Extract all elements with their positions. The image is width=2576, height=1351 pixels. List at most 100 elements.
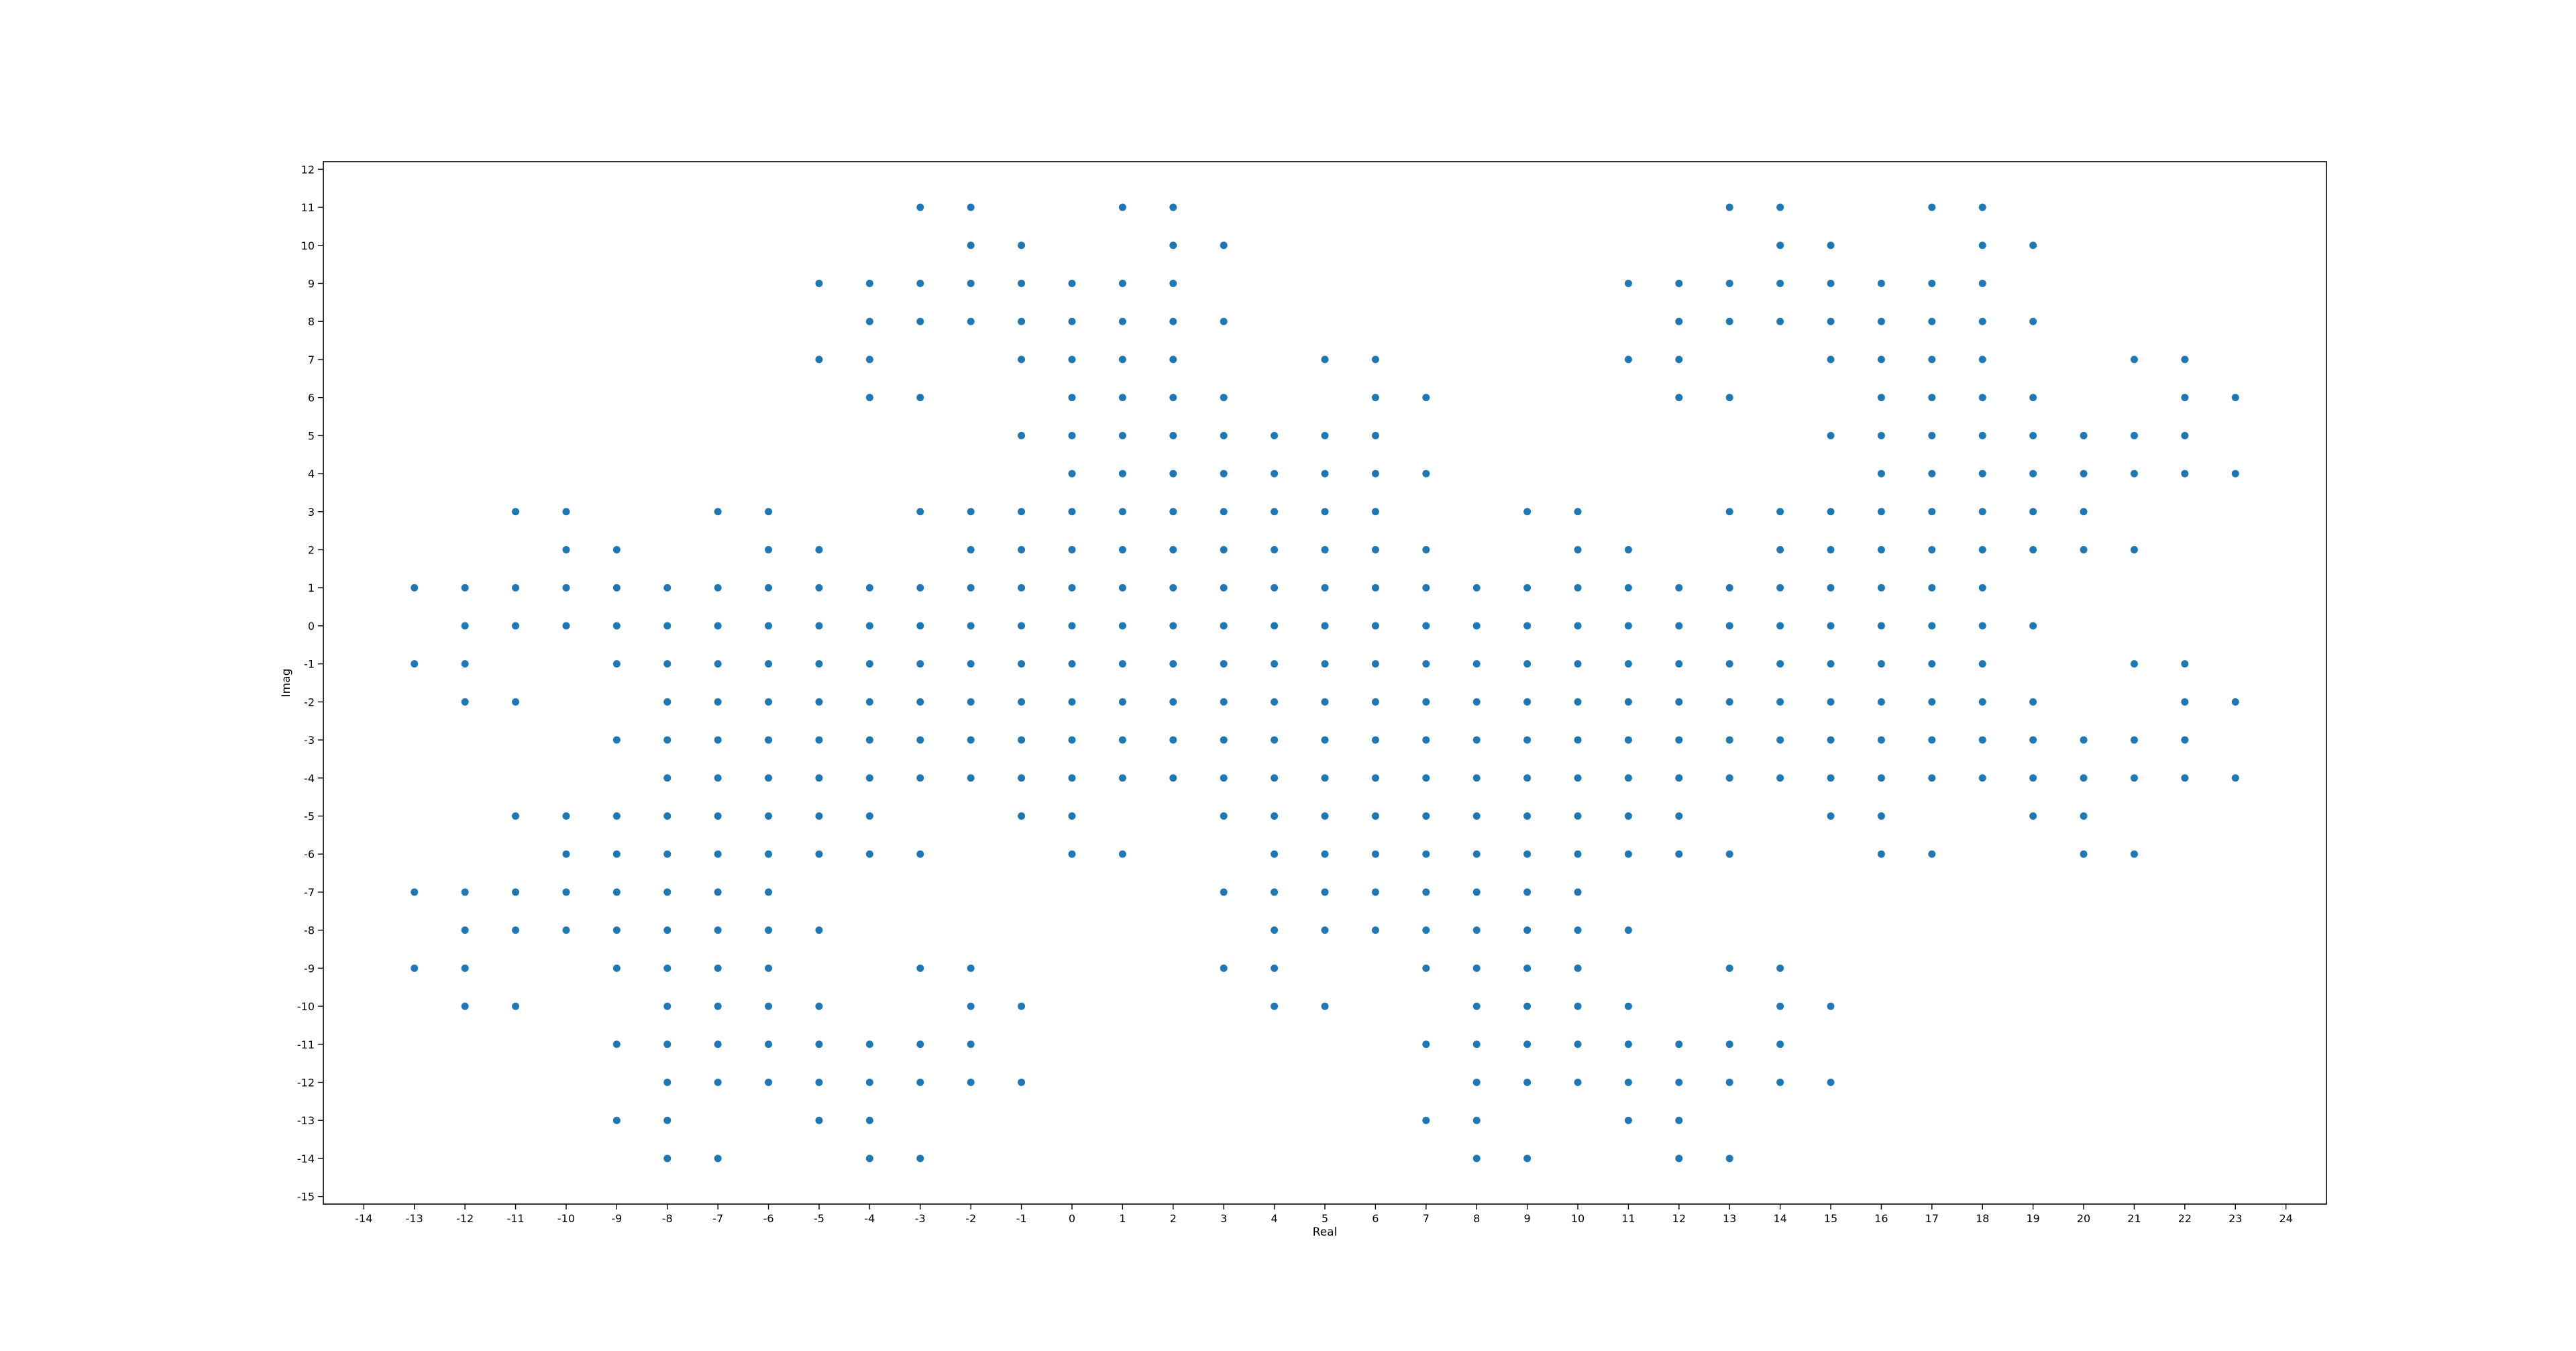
data-point (1220, 545, 1228, 553)
data-point (765, 1040, 773, 1048)
data-point (1574, 736, 1582, 744)
data-point (1827, 317, 1835, 325)
data-point (1877, 812, 1885, 820)
data-point (1422, 584, 1430, 592)
data-point (865, 1116, 873, 1124)
data-point (1118, 317, 1126, 325)
data-point (1624, 926, 1632, 934)
data-point (2029, 394, 2037, 402)
data-point (2080, 508, 2088, 516)
data-point (2181, 431, 2189, 439)
data-point (1422, 660, 1430, 668)
data-point (1675, 317, 1683, 325)
data-point (967, 1079, 975, 1087)
data-point (2029, 812, 2037, 820)
data-point (1018, 584, 1026, 592)
data-point (612, 926, 621, 934)
data-point (1523, 736, 1532, 744)
data-point (512, 926, 520, 934)
x-tick-label: 5 (1322, 1212, 1328, 1225)
data-point (1877, 850, 1885, 858)
data-point (1978, 774, 1986, 782)
data-point (1877, 317, 1885, 325)
data-point (1725, 1040, 1733, 1048)
data-point (2080, 774, 2088, 782)
data-point (1321, 736, 1329, 744)
data-point (1877, 698, 1885, 706)
x-tick-label: 16 (1874, 1212, 1888, 1225)
x-tick-label: -8 (662, 1212, 673, 1225)
data-point (1675, 1116, 1683, 1124)
data-point (765, 1079, 773, 1087)
y-tick-label: 7 (308, 354, 315, 366)
data-point (1371, 926, 1379, 934)
data-point (916, 317, 924, 325)
data-point (765, 964, 773, 972)
data-point (612, 964, 621, 972)
data-point (1169, 584, 1177, 592)
x-axis-label: Real (1313, 1226, 1338, 1239)
data-point (1523, 926, 1532, 934)
data-point (1776, 1002, 1784, 1010)
data-point (714, 660, 722, 668)
data-point (1321, 698, 1329, 706)
data-point (1472, 1002, 1481, 1010)
data-point (2080, 812, 2088, 820)
data-point (815, 698, 823, 706)
data-point (967, 964, 975, 972)
x-tick-label: 19 (2026, 1212, 2039, 1225)
y-tick-label: -5 (304, 810, 315, 823)
x-tick-label: -1 (1016, 1212, 1027, 1225)
data-point (1574, 584, 1582, 592)
data-point (1928, 356, 1936, 364)
data-point (2029, 736, 2037, 744)
data-point (916, 508, 924, 516)
y-tick-label: 4 (308, 468, 315, 480)
data-point (1472, 1079, 1481, 1087)
data-point (562, 888, 570, 896)
data-point (2130, 736, 2138, 744)
data-point (663, 622, 672, 630)
data-point (1877, 508, 1885, 516)
data-point (2130, 850, 2138, 858)
data-point (1928, 279, 1936, 287)
data-point (1169, 241, 1177, 250)
data-point (663, 1040, 672, 1048)
data-point (1624, 774, 1632, 782)
data-point (1472, 736, 1481, 744)
data-point (461, 584, 469, 592)
data-point (1827, 698, 1835, 706)
data-point (714, 736, 722, 744)
y-tick-label: -6 (304, 848, 315, 861)
data-point (865, 812, 873, 820)
data-point (1827, 736, 1835, 744)
data-point (562, 584, 570, 592)
data-point (765, 698, 773, 706)
data-point (1776, 317, 1784, 325)
data-point (1220, 508, 1228, 516)
data-point (714, 584, 722, 592)
data-point (1877, 394, 1885, 402)
data-point (1472, 698, 1481, 706)
data-point (967, 1040, 975, 1048)
data-point (2029, 317, 2037, 325)
data-point (1776, 584, 1784, 592)
data-point (815, 545, 823, 553)
data-point (1068, 508, 1076, 516)
x-tick-label: 7 (1423, 1212, 1430, 1225)
data-point (865, 1079, 873, 1087)
data-point (663, 660, 672, 668)
data-point (1574, 850, 1582, 858)
data-point (1776, 622, 1784, 630)
data-point (2181, 356, 2189, 364)
data-point (1776, 203, 1784, 211)
data-point (815, 356, 823, 364)
data-point (1321, 584, 1329, 592)
data-point (1321, 1002, 1329, 1010)
data-point (1472, 1040, 1481, 1048)
data-point (714, 774, 722, 782)
data-point (1776, 508, 1784, 516)
data-point (1018, 508, 1026, 516)
data-point (1675, 1154, 1683, 1163)
data-point (1371, 698, 1379, 706)
